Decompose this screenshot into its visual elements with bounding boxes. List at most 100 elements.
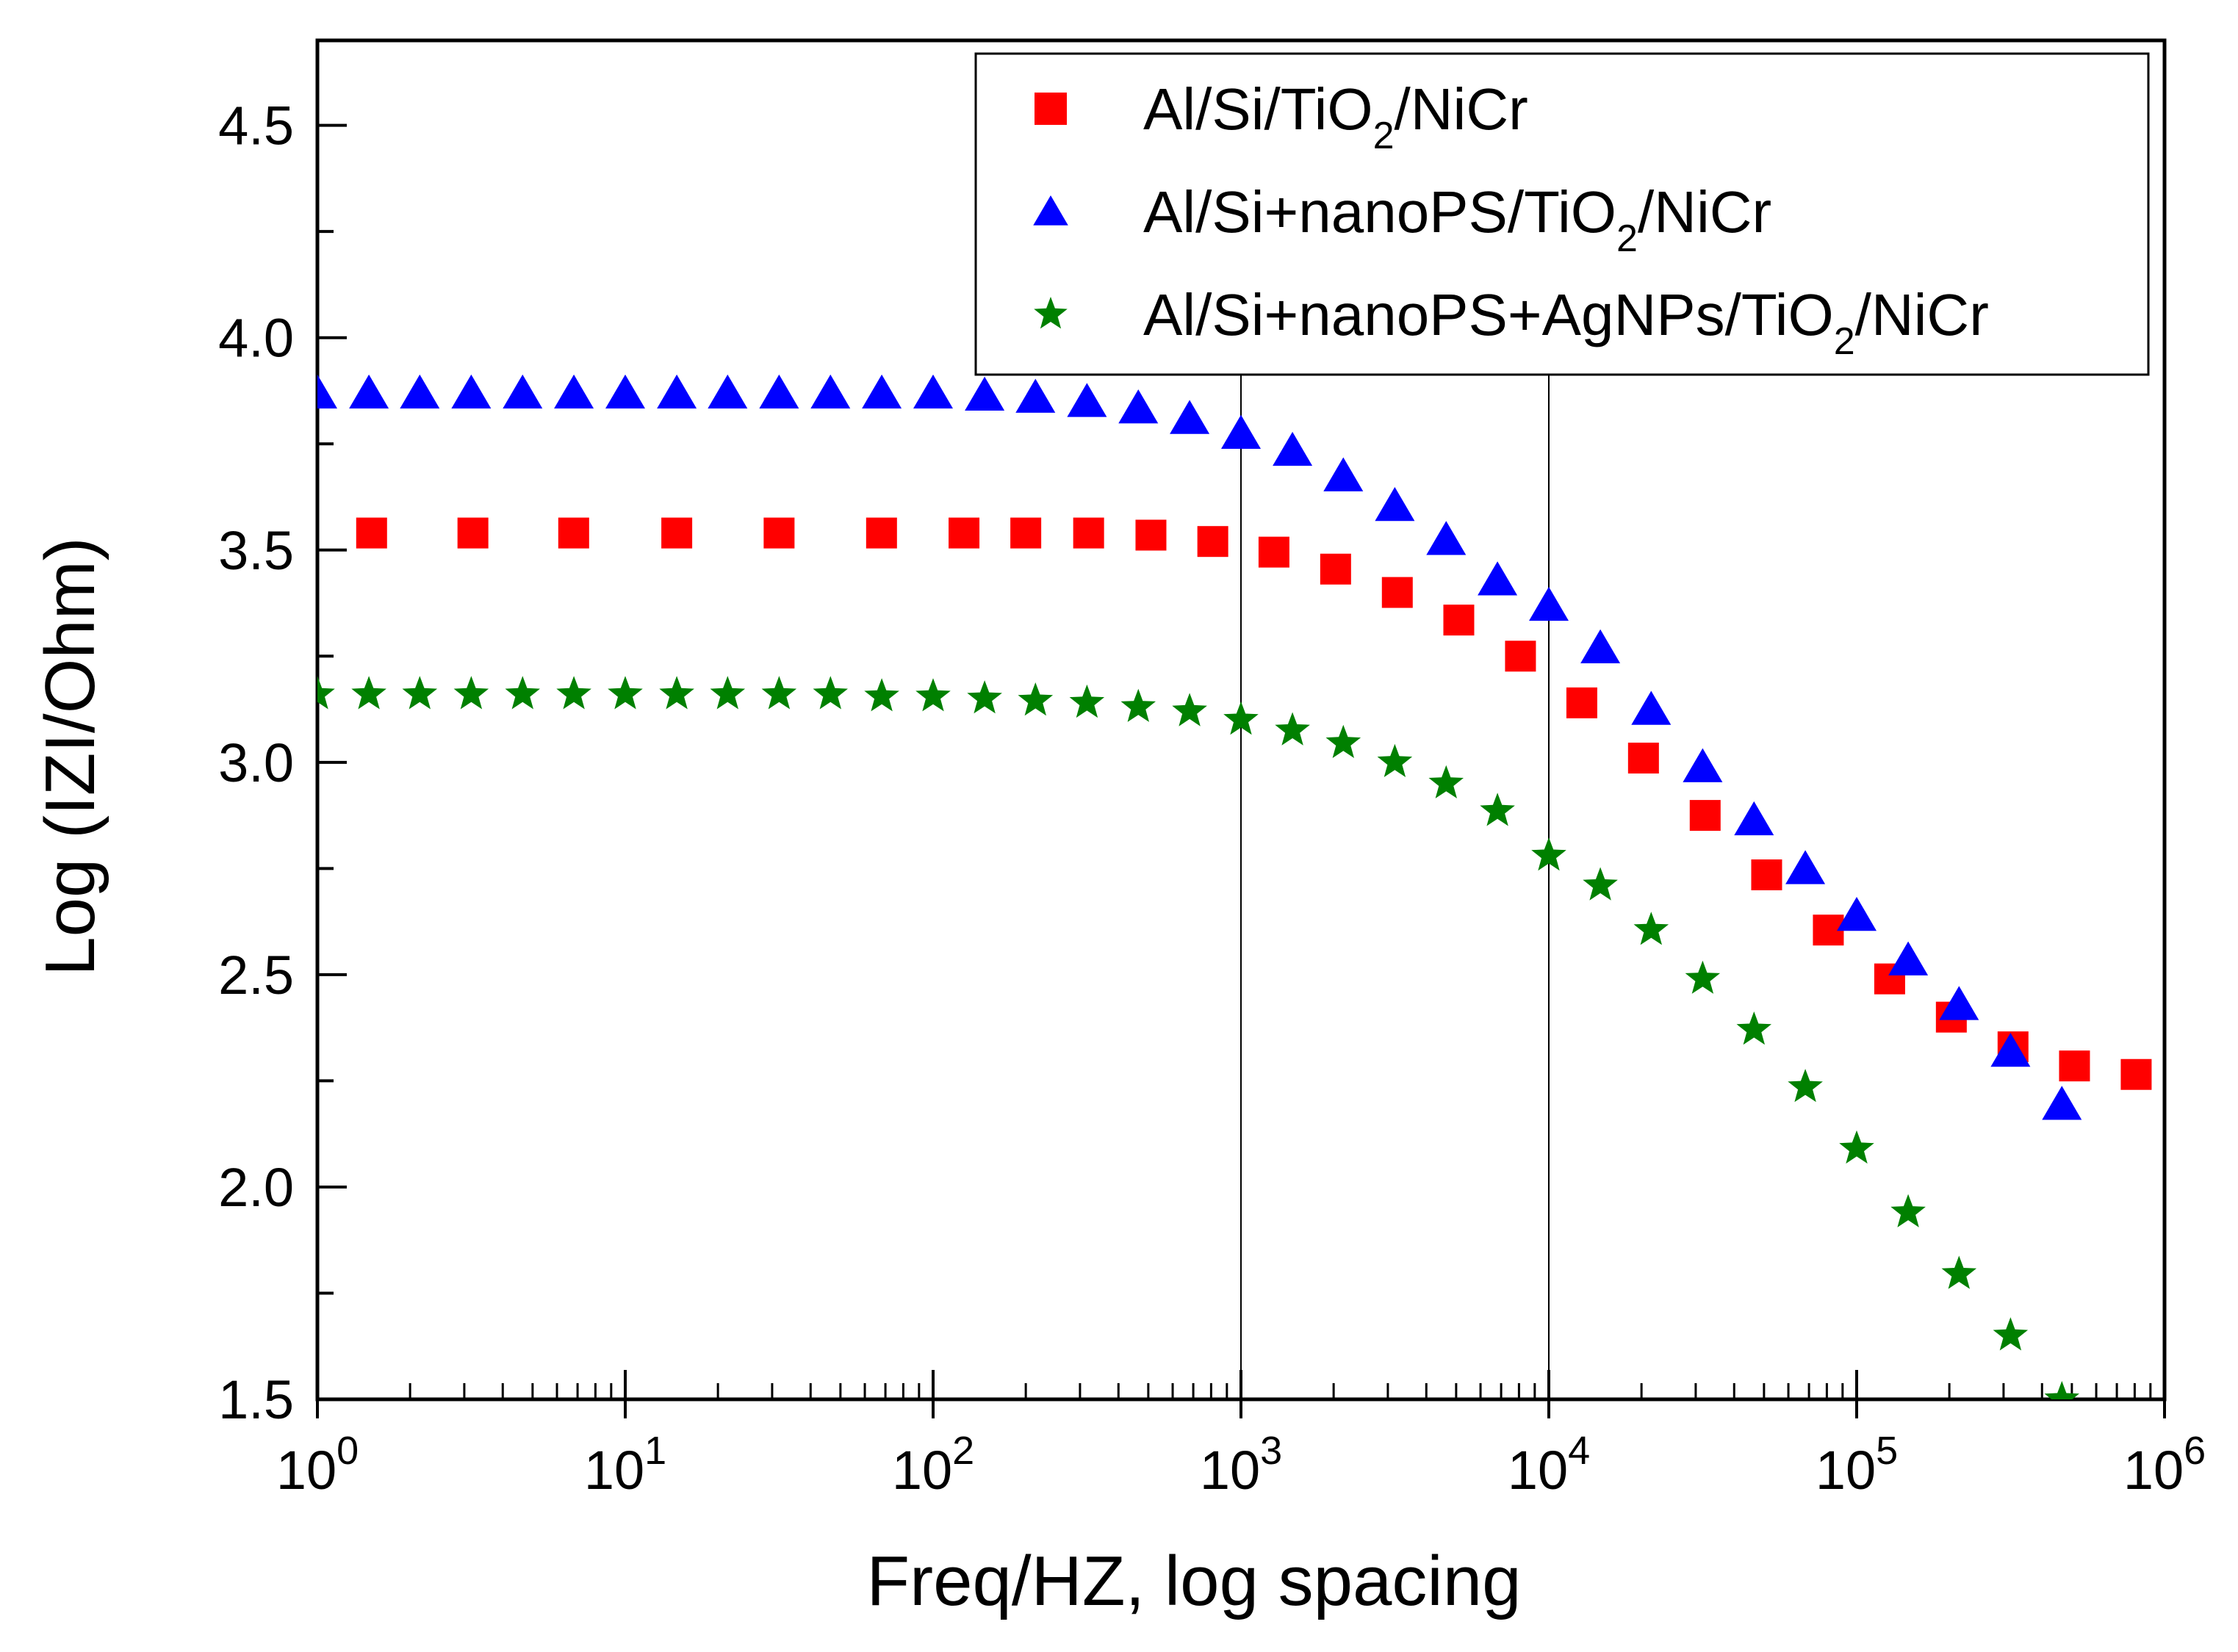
star-point <box>1325 724 1361 758</box>
y-tick-label: 2.0 <box>218 1157 294 1218</box>
square-point <box>1627 743 1659 774</box>
square-point <box>1010 517 1042 549</box>
triangle-point <box>2042 1086 2082 1120</box>
axes: 1.5 2.0 2.5 3.0 3.5 4.0 4.5 100 101 102 103 104 105 1… <box>218 38 2206 1501</box>
y-tick-label: 2.5 <box>218 945 294 1006</box>
legend-label: Al/Si+nanoPS+AgNPs/TiO2/NiCr <box>1143 282 1989 363</box>
star-point <box>915 678 951 712</box>
triangle-point <box>1631 690 1672 725</box>
triangle-point <box>554 374 594 409</box>
triangle-point <box>1170 400 1210 434</box>
square-point <box>763 517 795 549</box>
triangle-point <box>1426 521 1467 555</box>
square-point <box>1135 519 1167 551</box>
star-point <box>402 676 438 710</box>
triangle-point <box>503 374 543 409</box>
star-point <box>2044 1381 2079 1399</box>
triangle-point <box>1990 1032 2031 1067</box>
legend-star-marker <box>1034 297 1068 329</box>
square-point <box>356 517 387 549</box>
x-tick-label: 103 <box>1200 1429 1282 1501</box>
square-point <box>1381 577 1413 608</box>
triangle-point <box>1683 748 1723 782</box>
star-point <box>1788 1069 1823 1103</box>
x-tick-label: 106 <box>2123 1429 2206 1501</box>
square-point <box>1443 605 1475 636</box>
star-point <box>556 676 591 710</box>
star-point <box>864 678 899 712</box>
triangle-point <box>1734 801 1774 836</box>
square-point <box>2120 1058 2152 1090</box>
triangle-point <box>1323 457 1364 491</box>
star-point <box>1685 960 1721 994</box>
triangle-point <box>862 374 902 409</box>
star-point <box>1890 1194 1926 1227</box>
triangle-point <box>1015 378 1056 413</box>
triangle-point <box>1888 941 1929 975</box>
star-point <box>1377 743 1413 777</box>
legend-square-marker <box>1035 93 1067 125</box>
series-square <box>356 517 2152 1090</box>
star-point <box>1839 1130 1874 1164</box>
legend-triangle-marker <box>1033 195 1068 226</box>
reference-lines <box>1240 371 1550 1399</box>
triangle-point <box>317 374 337 409</box>
data-marks <box>317 374 2152 1399</box>
y-tick-label: 3.0 <box>218 732 294 793</box>
star-point <box>317 676 335 710</box>
star-point <box>1531 837 1566 871</box>
legend-label: Al/Si/TiO2/NiCr <box>1143 76 1528 157</box>
star-point <box>1993 1317 2029 1351</box>
star-point <box>1018 682 1054 716</box>
triangle-point <box>708 374 748 409</box>
triangle-point <box>349 374 389 409</box>
square-point <box>1258 536 1289 568</box>
star-point <box>1223 701 1259 735</box>
star-point <box>1120 688 1156 722</box>
square-point <box>1566 687 1597 718</box>
square-point <box>1689 800 1721 832</box>
x-tick-label: 100 <box>276 1429 359 1501</box>
triangle-point <box>1939 986 1979 1020</box>
star-point <box>761 676 797 710</box>
triangle-point <box>913 374 953 409</box>
y-tick-label: 3.5 <box>218 520 294 581</box>
x-tick-label: 101 <box>584 1429 666 1501</box>
triangle-point <box>1273 431 1313 466</box>
square-point <box>457 517 489 549</box>
triangle-point <box>965 376 1005 411</box>
star-point <box>1172 693 1207 726</box>
triangle-point <box>657 374 697 409</box>
series-triangle <box>317 374 2082 1120</box>
y-tick-label: 1.5 <box>218 1369 294 1430</box>
triangle-point <box>451 374 492 409</box>
x-tick-label: 105 <box>1816 1429 1898 1501</box>
triangle-point <box>1067 383 1107 417</box>
triangle-point <box>1529 586 1569 621</box>
star-point <box>1069 684 1105 718</box>
star-point <box>659 676 694 710</box>
star-point <box>967 680 1002 714</box>
series-star <box>317 676 2079 1399</box>
square-point <box>1197 526 1228 558</box>
square-point <box>866 517 897 549</box>
triangle-point <box>1478 561 1518 596</box>
triangle-point <box>400 374 440 409</box>
square-point <box>1320 553 1351 585</box>
legend-label: Al/Si+nanoPS/TiO2/NiCr <box>1143 179 1771 260</box>
star-point <box>453 676 489 710</box>
star-point <box>1480 793 1515 826</box>
legend-box <box>974 52 2150 376</box>
star-point <box>1275 712 1310 746</box>
x-tick-label: 102 <box>892 1429 974 1501</box>
x-tick-label: 104 <box>1508 1429 1590 1501</box>
star-point <box>608 676 643 710</box>
triangle-point <box>1837 896 1877 931</box>
star-point <box>505 676 540 710</box>
triangle-point <box>1375 487 1415 522</box>
star-point <box>351 676 386 710</box>
star-point <box>1428 765 1464 798</box>
square-point <box>1505 641 1536 672</box>
star-point <box>710 676 746 710</box>
